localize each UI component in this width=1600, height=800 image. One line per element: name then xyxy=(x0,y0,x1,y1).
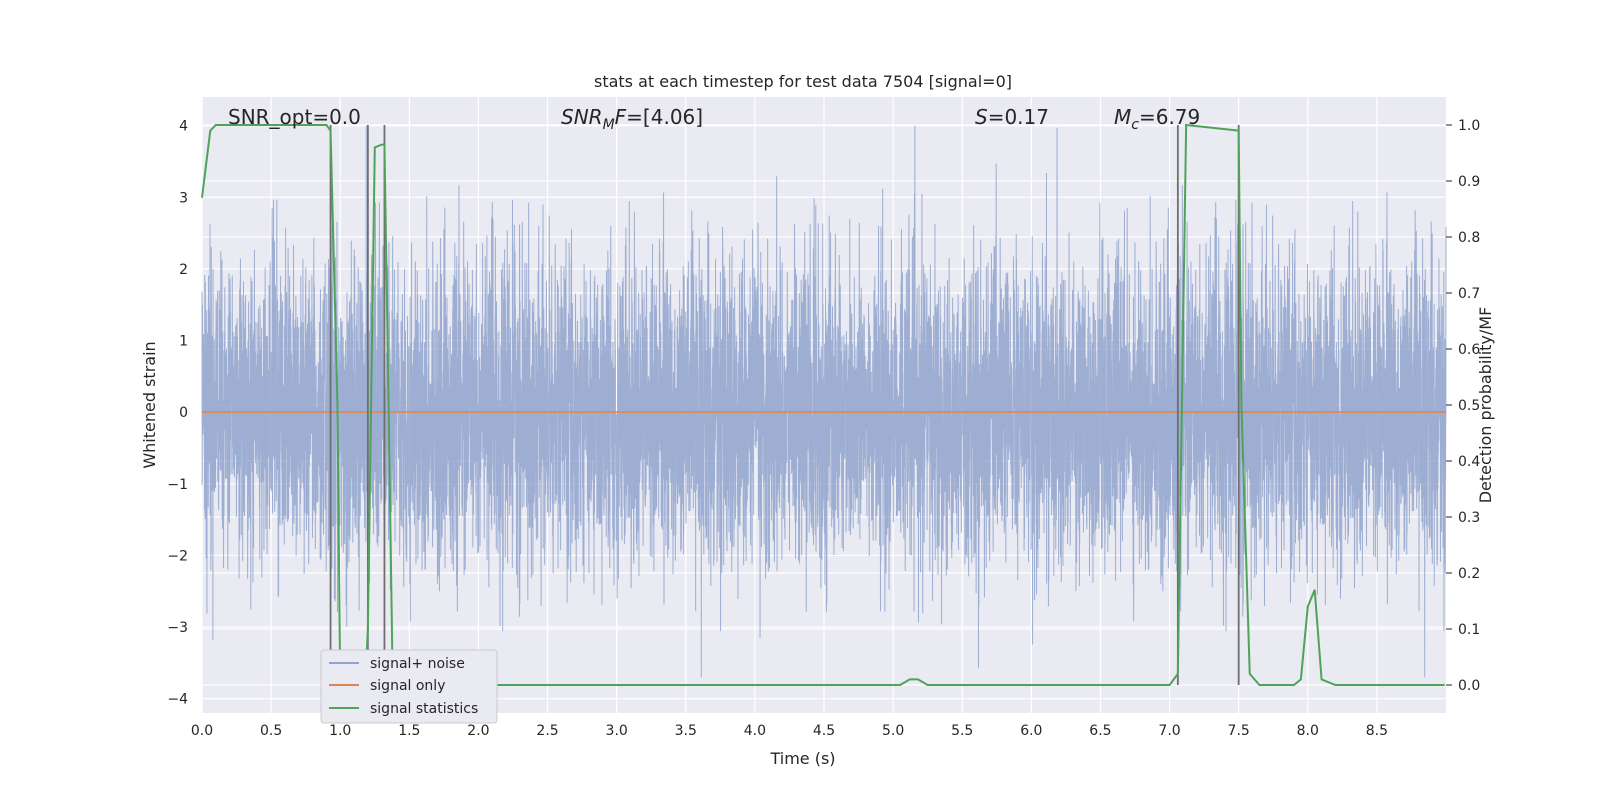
x-tick-label: 7.0 xyxy=(1158,723,1180,739)
legend: signal+ noise signal only signal statist… xyxy=(320,649,498,724)
right-y-tick-label: 0.9 xyxy=(1458,174,1480,190)
right-y-tick-label: 1.0 xyxy=(1458,118,1480,134)
x-tick-label: 6.0 xyxy=(1020,723,1042,739)
legend-label-statistics: signal statistics xyxy=(370,701,478,717)
x-tick-label: 4.5 xyxy=(813,723,835,739)
x-tick-label: 1.0 xyxy=(329,723,351,739)
x-tick-label: 6.5 xyxy=(1089,723,1111,739)
right-y-tick-label: 0.3 xyxy=(1458,510,1480,526)
x-tick-label: 0.5 xyxy=(260,723,282,739)
right-y-tick-label: 0.5 xyxy=(1458,398,1480,414)
legend-box xyxy=(320,649,498,724)
left-y-tick-label: 2 xyxy=(179,262,188,278)
left-y-tick-label: −3 xyxy=(167,620,188,636)
right-y-tick-label: 0.6 xyxy=(1458,342,1480,358)
right-y-axis-ticks: 1.0 0.9 0.8 0.7 0.6 0.5 0.4 0.3 0.2 0.1 0.0 xyxy=(1446,118,1480,694)
left-y-tick-label: −4 xyxy=(167,692,188,708)
right-y-tick-label: 0.0 xyxy=(1458,678,1480,694)
left-y-tick-label: 1 xyxy=(179,334,188,350)
left-y-tick-label: −1 xyxy=(167,477,188,493)
series-signal-statistics xyxy=(201,123,1445,686)
right-y-tick-label: 0.4 xyxy=(1458,454,1480,470)
x-tick-label: 1.5 xyxy=(398,723,420,739)
x-axis-ticks: 0.0 0.5 1.0 1.5 2.0 2.5 3.0 3.5 4.0 4.5 5.0 5.5 6.0 6… xyxy=(191,723,1388,739)
right-y-tick-label: 0.1 xyxy=(1458,622,1480,638)
y-axis-right-label: Detection probability/MF xyxy=(1476,307,1495,504)
x-tick-label: 3.0 xyxy=(606,723,628,739)
legend-label-signal-only: signal only xyxy=(370,678,445,694)
x-tick-label: 7.5 xyxy=(1228,723,1250,739)
right-y-tick-label: 0.8 xyxy=(1458,230,1480,246)
annotation-s: S=0.17 xyxy=(975,105,1049,129)
right-y-tick-label: 0.7 xyxy=(1458,286,1480,302)
annotation-snr-opt: SNR_opt=0.0 xyxy=(228,105,361,129)
legend-label-noise: signal+ noise xyxy=(370,656,465,672)
left-y-tick-label: 3 xyxy=(179,190,188,206)
left-y-tick-label: −2 xyxy=(167,548,188,564)
x-tick-label: 2.0 xyxy=(467,723,489,739)
statistics-line xyxy=(201,123,1445,686)
annotation-mc: Mc=6.79 xyxy=(1114,105,1200,133)
x-tick-label: 8.5 xyxy=(1366,723,1388,739)
left-y-axis-ticks: 4 3 2 1 0 −1 −2 −3 −4 xyxy=(167,119,188,708)
left-y-tick-label: 4 xyxy=(179,119,188,135)
left-y-tick-label: 0 xyxy=(179,405,188,421)
annotation-snr-mf: SNRMF=[4.06] xyxy=(561,105,703,133)
x-tick-label: 0.0 xyxy=(191,723,213,739)
x-tick-label: 4.0 xyxy=(744,723,766,739)
x-tick-label: 2.5 xyxy=(536,723,558,739)
chart-title: stats at each timestep for test data 750… xyxy=(594,72,1012,91)
y-axis-left-label: Whitened strain xyxy=(140,341,159,468)
x-axis-label: Time (s) xyxy=(769,749,835,768)
x-tick-label: 5.5 xyxy=(951,723,973,739)
x-tick-label: 3.5 xyxy=(675,723,697,739)
x-tick-label: 8.0 xyxy=(1297,723,1319,739)
right-y-tick-label: 0.2 xyxy=(1458,566,1480,582)
x-tick-label: 5.0 xyxy=(882,723,904,739)
